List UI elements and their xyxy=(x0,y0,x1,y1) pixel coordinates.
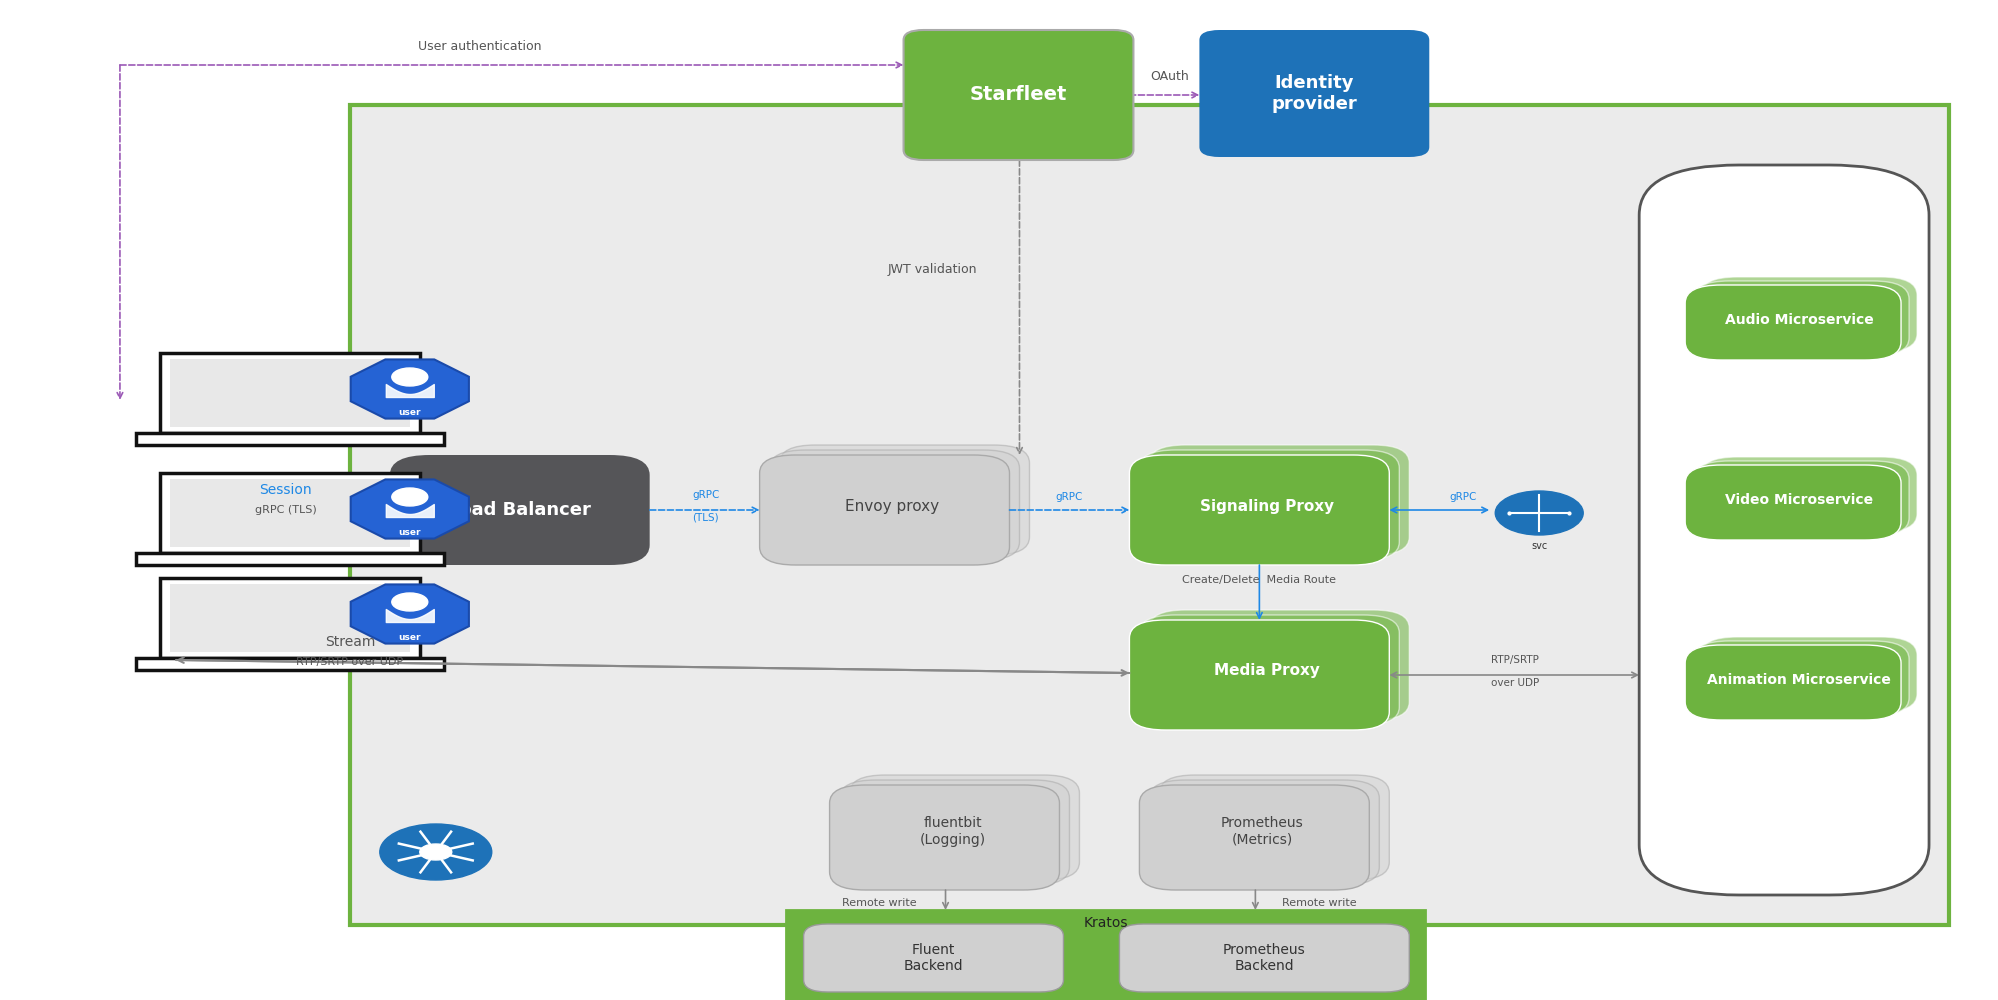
Text: RTP/SRTP over UDP: RTP/SRTP over UDP xyxy=(296,657,404,667)
Text: user: user xyxy=(398,528,422,537)
Text: Starfleet: Starfleet xyxy=(969,86,1067,104)
FancyBboxPatch shape xyxy=(160,578,420,658)
FancyBboxPatch shape xyxy=(1119,924,1409,992)
FancyBboxPatch shape xyxy=(136,658,444,670)
FancyBboxPatch shape xyxy=(829,785,1059,890)
Text: Prometheus
(Metrics): Prometheus (Metrics) xyxy=(1221,816,1303,847)
FancyBboxPatch shape xyxy=(160,473,420,553)
FancyBboxPatch shape xyxy=(160,353,420,433)
Text: Prometheus
Backend: Prometheus Backend xyxy=(1223,943,1305,973)
FancyBboxPatch shape xyxy=(849,775,1079,880)
Text: Session: Session xyxy=(260,483,312,497)
Text: user: user xyxy=(398,633,422,642)
FancyBboxPatch shape xyxy=(1139,450,1399,560)
Polygon shape xyxy=(350,584,470,644)
Circle shape xyxy=(420,844,452,860)
Text: Video Microservice: Video Microservice xyxy=(1724,493,1872,507)
Text: Animation Microservice: Animation Microservice xyxy=(1706,672,1890,686)
FancyBboxPatch shape xyxy=(839,780,1069,885)
FancyBboxPatch shape xyxy=(1149,780,1379,885)
FancyBboxPatch shape xyxy=(136,553,444,565)
Text: svc: svc xyxy=(1530,541,1546,551)
Text: Load Balancer: Load Balancer xyxy=(448,501,591,519)
Text: user: user xyxy=(398,408,422,417)
Text: fluentbit
(Logging): fluentbit (Logging) xyxy=(919,816,985,847)
FancyBboxPatch shape xyxy=(1684,465,1900,540)
FancyBboxPatch shape xyxy=(1684,645,1900,720)
Bar xyxy=(350,105,1948,925)
FancyBboxPatch shape xyxy=(1700,277,1916,352)
Text: Stream: Stream xyxy=(324,635,376,649)
Text: Identity
provider: Identity provider xyxy=(1271,74,1357,113)
Circle shape xyxy=(1495,491,1582,535)
Text: User authentication: User authentication xyxy=(418,40,541,53)
FancyBboxPatch shape xyxy=(1638,165,1928,895)
FancyBboxPatch shape xyxy=(1692,461,1908,536)
Text: Remote write: Remote write xyxy=(1281,898,1357,908)
Text: (TLS): (TLS) xyxy=(691,513,719,523)
Text: RTP/SRTP: RTP/SRTP xyxy=(1491,655,1538,665)
Text: Audio Microservice: Audio Microservice xyxy=(1724,312,1872,326)
Text: gRPC (TLS): gRPC (TLS) xyxy=(256,505,316,515)
Polygon shape xyxy=(350,479,470,539)
Circle shape xyxy=(392,368,428,386)
FancyBboxPatch shape xyxy=(1129,455,1389,565)
FancyBboxPatch shape xyxy=(903,30,1133,160)
FancyBboxPatch shape xyxy=(170,359,410,427)
FancyBboxPatch shape xyxy=(769,450,1019,560)
FancyBboxPatch shape xyxy=(136,433,444,445)
Text: Signaling Proxy: Signaling Proxy xyxy=(1199,498,1335,514)
FancyBboxPatch shape xyxy=(390,455,649,565)
FancyBboxPatch shape xyxy=(1149,445,1409,555)
Polygon shape xyxy=(350,359,470,419)
FancyBboxPatch shape xyxy=(1684,285,1900,360)
Text: gRPC: gRPC xyxy=(1449,492,1477,502)
Text: Media Proxy: Media Proxy xyxy=(1215,664,1319,678)
FancyBboxPatch shape xyxy=(1700,457,1916,532)
Circle shape xyxy=(392,593,428,611)
FancyBboxPatch shape xyxy=(1692,641,1908,716)
FancyBboxPatch shape xyxy=(1199,30,1429,157)
Circle shape xyxy=(392,488,428,506)
Text: Create/Delete  Media Route: Create/Delete Media Route xyxy=(1181,575,1337,585)
Text: Kratos: Kratos xyxy=(1083,916,1127,930)
FancyBboxPatch shape xyxy=(1139,785,1369,890)
Circle shape xyxy=(380,824,492,880)
Text: Envoy proxy: Envoy proxy xyxy=(845,498,939,514)
Text: over UDP: over UDP xyxy=(1491,678,1538,688)
FancyBboxPatch shape xyxy=(1700,637,1916,712)
FancyBboxPatch shape xyxy=(779,445,1029,555)
FancyBboxPatch shape xyxy=(1139,615,1399,725)
Text: Remote write: Remote write xyxy=(841,898,917,908)
Text: gRPC: gRPC xyxy=(1055,492,1083,502)
Text: JWT validation: JWT validation xyxy=(887,263,977,276)
FancyBboxPatch shape xyxy=(170,479,410,547)
Bar xyxy=(785,910,1425,1000)
FancyBboxPatch shape xyxy=(170,584,410,652)
FancyBboxPatch shape xyxy=(1149,610,1409,720)
FancyBboxPatch shape xyxy=(1159,775,1389,880)
Text: OAuth: OAuth xyxy=(1149,70,1189,83)
FancyBboxPatch shape xyxy=(1692,281,1908,356)
Text: Fluent
Backend: Fluent Backend xyxy=(903,943,963,973)
FancyBboxPatch shape xyxy=(1129,620,1389,730)
Text: gRPC: gRPC xyxy=(691,490,719,500)
FancyBboxPatch shape xyxy=(803,924,1063,992)
FancyBboxPatch shape xyxy=(759,455,1009,565)
